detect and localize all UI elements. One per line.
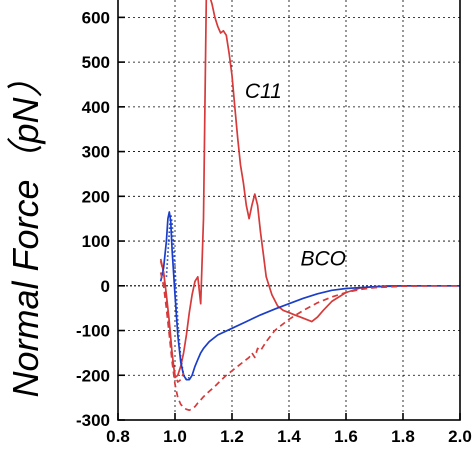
y-axis-title: Normal Force（pN） xyxy=(5,61,46,397)
axis-layer xyxy=(117,0,461,421)
y-tick-label: 500 xyxy=(82,53,110,72)
y-tick-label: 400 xyxy=(82,98,110,117)
y-tick-label: -200 xyxy=(76,366,110,385)
y-tick-label: 0 xyxy=(101,277,110,296)
y-tick-label: -100 xyxy=(76,322,110,341)
series-layer xyxy=(159,0,460,412)
y-tick-label: 100 xyxy=(82,232,110,251)
x-tick-label: 0.8 xyxy=(106,427,130,446)
x-tick-label: 2.0 xyxy=(448,427,472,446)
series-line-3 xyxy=(165,213,190,381)
x-tick-label: 1.4 xyxy=(277,427,301,446)
annotation-label: C11 xyxy=(245,80,282,103)
series-line-2 xyxy=(159,211,460,381)
label-layer: 0.8 1.0 1.2 1.4 1.6 1.8 2.0 -300 -200 -100 0 100 200… xyxy=(5,8,472,446)
y-tick-label: 300 xyxy=(82,143,110,162)
series-line-4 xyxy=(159,272,460,412)
y-tick-label: -300 xyxy=(76,411,110,430)
x-tick-label: 1.0 xyxy=(163,427,187,446)
series-line-5 xyxy=(159,260,185,383)
y-tick-label: 200 xyxy=(82,187,110,206)
x-tick-label: 1.8 xyxy=(391,427,415,446)
x-tick-label: 1.6 xyxy=(334,427,358,446)
series-line-1 xyxy=(159,0,460,379)
grid-layer xyxy=(118,0,460,421)
x-tick-label: 1.2 xyxy=(220,427,244,446)
y-tick-label: 600 xyxy=(82,8,110,27)
annotation-label: BCO xyxy=(300,248,346,271)
